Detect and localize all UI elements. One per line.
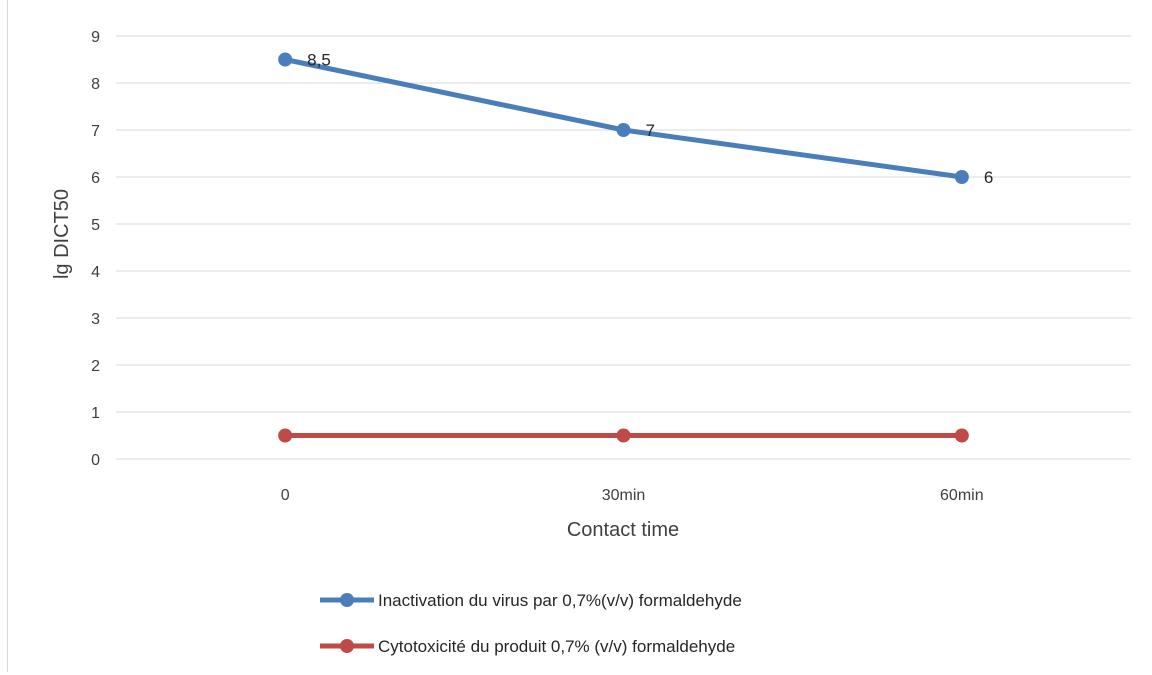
data-point xyxy=(954,428,969,443)
data-point xyxy=(954,170,969,184)
y-tick-label: 3 xyxy=(91,311,100,328)
data-label: 7 xyxy=(646,121,655,140)
data-point xyxy=(616,123,631,137)
legend-swatch-marker xyxy=(340,639,354,653)
x-tick-label: 0 xyxy=(281,487,290,504)
legend-item: Inactivation du virus par 0,7%(v/v) form… xyxy=(320,591,742,610)
data-point xyxy=(278,428,293,443)
x-tick-label: 30min xyxy=(602,487,646,504)
y-tick-label: 5 xyxy=(91,217,100,234)
y-axis-title: lg DICT50 xyxy=(51,189,73,279)
chart-frame xyxy=(7,0,1147,672)
legend-swatch-marker xyxy=(340,593,354,607)
data-label: 6 xyxy=(984,168,993,187)
x-axis-title: Contact time xyxy=(567,519,679,541)
series-line xyxy=(282,57,965,180)
data-point xyxy=(616,428,631,443)
y-tick-label: 8 xyxy=(91,76,100,93)
y-tick-label: 1 xyxy=(91,405,100,422)
y-tick-labels: 0 1 2 3 4 5 6 7 8 9 xyxy=(91,29,100,469)
series-group: 8,5 7 6 xyxy=(278,51,993,443)
y-tick-label: 7 xyxy=(91,123,100,140)
legend-item: Cytotoxicité du produit 0,7% (v/v) forma… xyxy=(320,637,735,656)
x-tick-label: 60min xyxy=(940,487,984,504)
y-tick-label: 9 xyxy=(91,29,100,46)
legend-label: Inactivation du virus par 0,7%(v/v) form… xyxy=(378,591,742,610)
y-tick-label: 0 xyxy=(91,452,100,469)
y-tick-label: 6 xyxy=(91,170,100,187)
data-point xyxy=(278,52,293,67)
data-label: 8,5 xyxy=(307,51,331,70)
x-tick-labels: 0 30min 60min xyxy=(281,487,984,504)
series-1: 8,5 7 6 xyxy=(278,51,993,187)
gridlines xyxy=(116,35,1131,460)
series-2 xyxy=(278,428,969,443)
y-tick-label: 4 xyxy=(91,264,100,281)
y-tick-label: 2 xyxy=(91,358,100,375)
legend: Inactivation du virus par 0,7%(v/v) form… xyxy=(320,591,742,656)
legend-label: Cytotoxicité du produit 0,7% (v/v) forma… xyxy=(378,637,735,656)
